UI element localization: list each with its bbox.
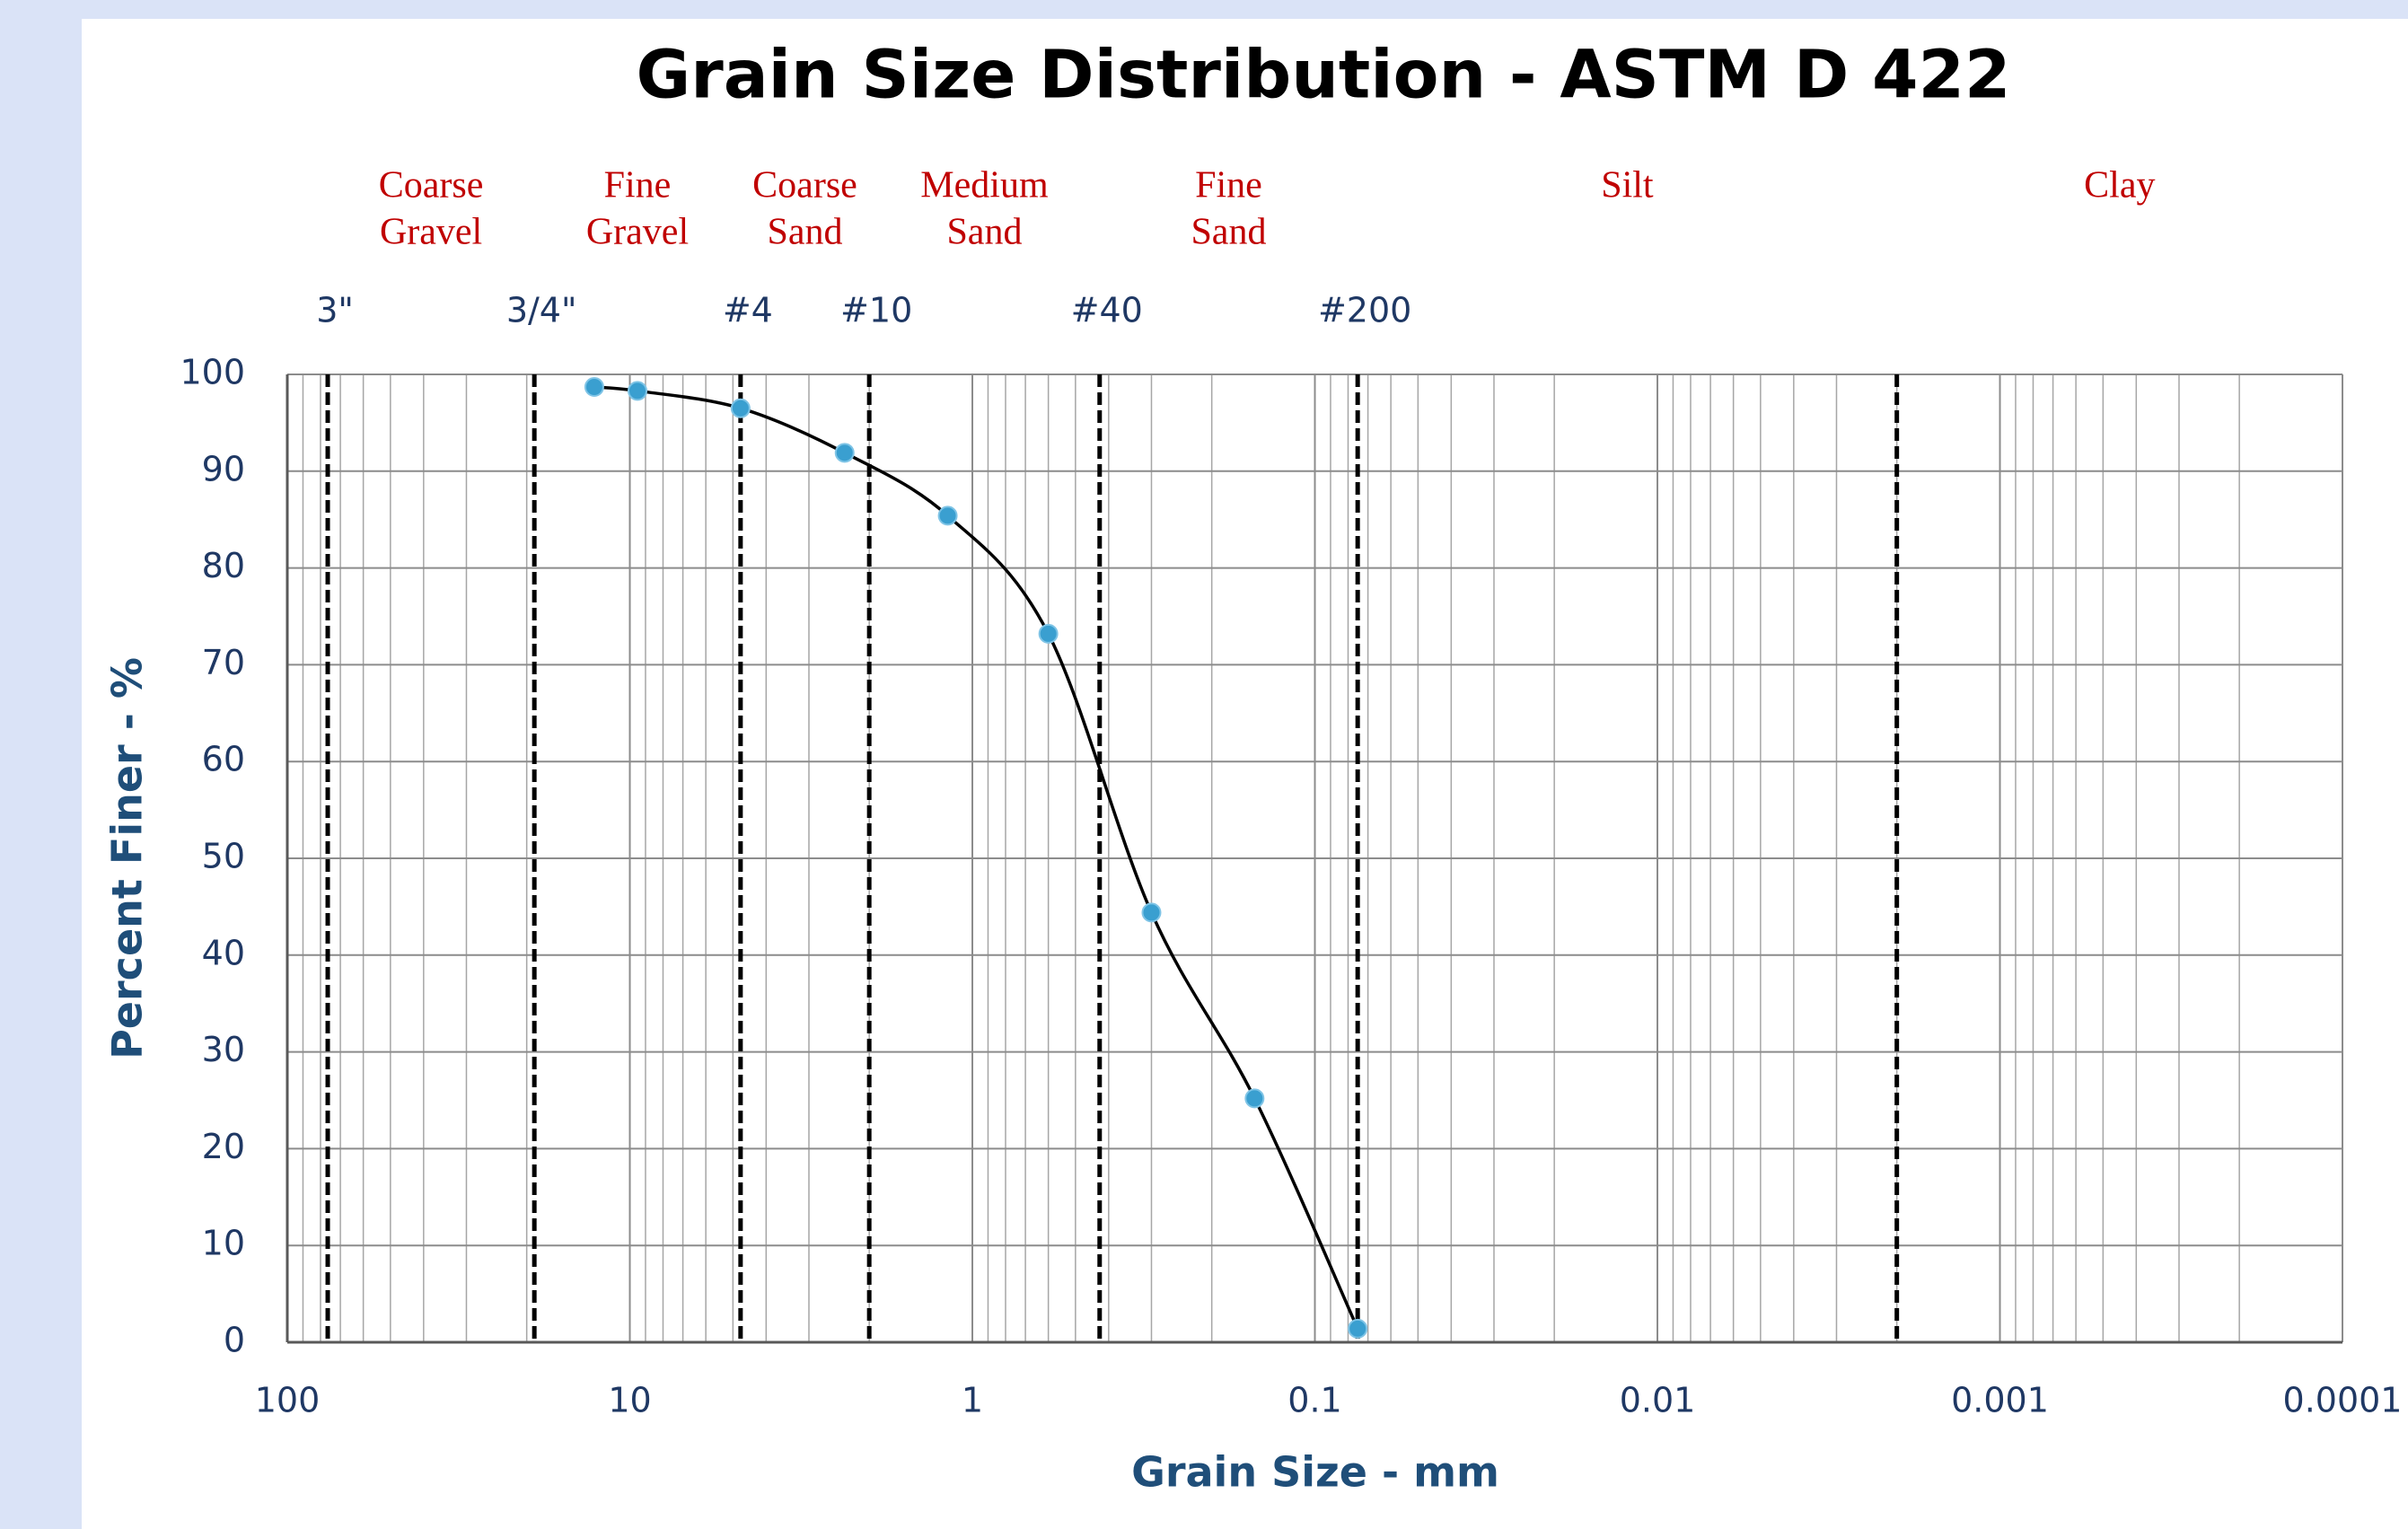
zone-label: Sand [946, 212, 1022, 253]
y-tick-label: 30 [202, 1030, 245, 1069]
sieve-label: 3/4" [506, 291, 577, 330]
sieve-label: 3" [316, 291, 354, 330]
data-point [1038, 623, 1059, 644]
chart-title: Grain Size Distribution - ASTM D 422 [637, 37, 2011, 114]
zone-label: Medium [920, 165, 1049, 207]
data-point [627, 381, 647, 401]
x-tick-label: 0.1 [1287, 1381, 1341, 1420]
zone-label: Silt [1601, 165, 1654, 207]
y-tick-label: 90 [202, 449, 245, 488]
zone-label: Fine [1195, 165, 1262, 207]
zone-label: Gravel [586, 212, 689, 253]
sieve-label: #40 [1071, 291, 1143, 330]
sieve-label: #200 [1318, 291, 1411, 330]
zone-label: Clay [2084, 165, 2155, 207]
y-tick-label: 60 [202, 740, 245, 779]
x-tick-label: 1 [962, 1381, 983, 1420]
sieve-label: #4 [723, 291, 773, 330]
series-line [593, 385, 1359, 1330]
y-axis-label: Percent Finer - % [103, 657, 152, 1059]
data-point [937, 505, 958, 526]
zone-label: Fine [604, 165, 672, 207]
sieve-label: #10 [840, 291, 912, 330]
y-tick-label: 100 [180, 353, 245, 392]
y-tick-label: 20 [202, 1127, 245, 1166]
data-point [1348, 1318, 1368, 1339]
data-point [730, 398, 751, 418]
zone-label: Gravel [380, 212, 482, 253]
data-point [1244, 1088, 1265, 1109]
x-tick-label: 0.001 [1951, 1381, 2049, 1420]
x-tick-label: 0.0001 [2283, 1381, 2403, 1420]
data-point [834, 443, 855, 463]
y-tick-label: 50 [202, 837, 245, 876]
zone-label: Coarse [752, 165, 857, 207]
zone-label: Coarse [379, 165, 484, 207]
zone-label: Sand [767, 212, 842, 253]
data-point [584, 377, 604, 398]
chart-panel [82, 19, 2408, 1529]
zone-label: Sand [1191, 212, 1266, 253]
x-tick-label: 0.01 [1620, 1381, 1696, 1420]
y-tick-label: 0 [224, 1321, 245, 1360]
x-tick-label: 100 [255, 1381, 321, 1420]
y-tick-label: 70 [202, 643, 245, 682]
y-tick-label: 10 [202, 1224, 245, 1263]
y-tick-label: 80 [202, 546, 245, 585]
x-axis-label: Grain Size - mm [1131, 1448, 1499, 1497]
data-point [1141, 902, 1162, 923]
y-tick-label: 40 [202, 933, 245, 972]
x-tick-label: 10 [608, 1381, 651, 1420]
